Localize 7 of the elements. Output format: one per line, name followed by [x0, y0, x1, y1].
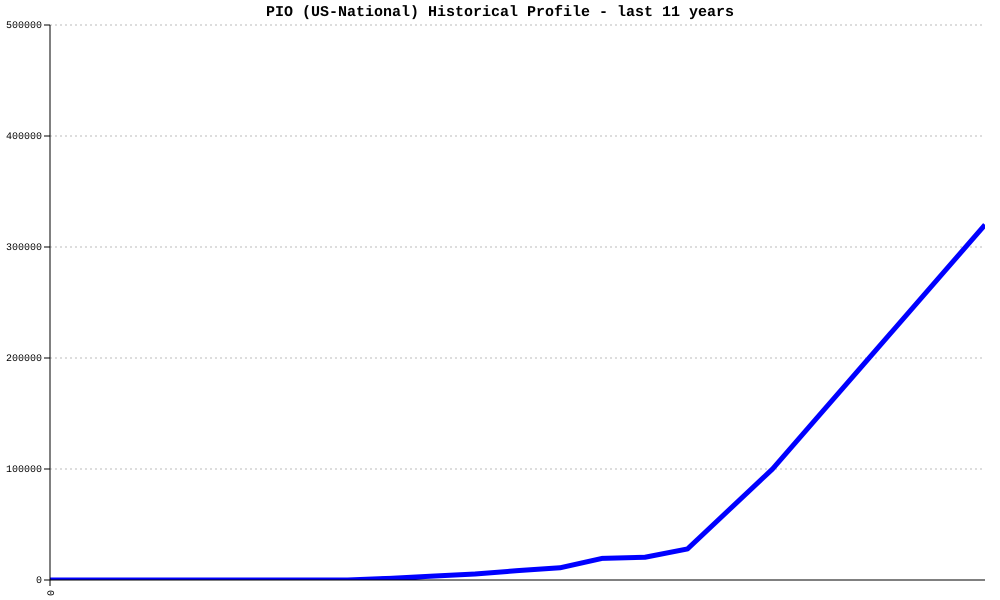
- y-tick-label: 100000: [6, 465, 42, 476]
- y-tick-label: 400000: [6, 132, 42, 143]
- y-tick-label: 300000: [6, 243, 42, 254]
- y-tick-label: 500000: [6, 21, 42, 32]
- y-tick-label: 0: [36, 576, 42, 587]
- chart-title: PIO (US-National) Historical Profile - last 11 years: [264, 4, 736, 21]
- y-tick-label: 200000: [6, 354, 42, 365]
